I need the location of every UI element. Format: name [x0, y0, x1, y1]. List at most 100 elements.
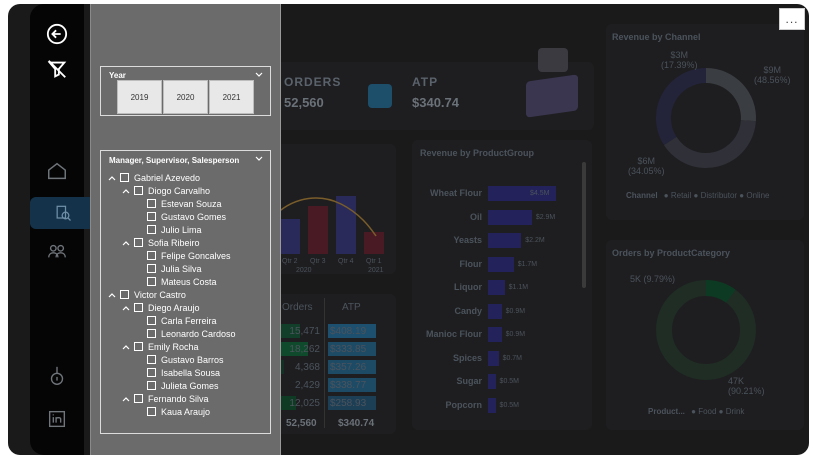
- checkbox[interactable]: [134, 394, 143, 403]
- checkbox[interactable]: [147, 407, 156, 416]
- checkbox[interactable]: [120, 173, 129, 182]
- checkbox[interactable]: [147, 264, 156, 273]
- tree-item[interactable]: Mateus Costa: [147, 275, 217, 288]
- tree-item[interactable]: Julieta Gomes: [147, 379, 219, 392]
- year-option-2019[interactable]: 2019: [117, 80, 162, 114]
- linkedin-icon: [48, 410, 66, 428]
- channel-label-distributor: $9M (48.56%): [754, 65, 791, 85]
- legend-item[interactable]: ● Online: [739, 191, 770, 200]
- table-total-atp: $340.74: [338, 418, 375, 429]
- tree-item[interactable]: Sofia Ribeiro: [121, 236, 200, 249]
- linkedin-button[interactable]: [30, 404, 84, 434]
- group-bar[interactable]: [488, 186, 556, 201]
- checkbox[interactable]: [134, 238, 143, 247]
- tree-item[interactable]: Kaua Araujo: [147, 405, 210, 418]
- checkbox[interactable]: [134, 303, 143, 312]
- table-cell-orders: 12,025: [289, 398, 320, 409]
- table-cell-atp: $408.19: [330, 326, 367, 337]
- tree-item[interactable]: Diego Araujo: [121, 301, 200, 314]
- tree-item[interactable]: Leonardo Cardoso: [147, 327, 236, 340]
- chevron-up-icon[interactable]: [121, 342, 131, 352]
- navigation-rail: [30, 4, 96, 455]
- channel-label-value: $3M: [670, 50, 689, 60]
- checkbox[interactable]: [120, 290, 129, 299]
- group-bar[interactable]: [488, 209, 532, 225]
- dashboard-background: ORDERS 52,560 ATP $340.74 Qtr 2 Qtr 3 Qt…: [275, 4, 809, 455]
- group-bar[interactable]: [488, 397, 496, 413]
- scrollbar[interactable]: [582, 162, 586, 288]
- table-total-orders: 52,560: [286, 418, 317, 429]
- checkbox[interactable]: [134, 186, 143, 195]
- tree-item[interactable]: Fernando Silva: [121, 392, 209, 405]
- group-bar[interactable]: [488, 303, 502, 319]
- checkbox[interactable]: [147, 251, 156, 260]
- tree-item-label: Gustavo Barros: [161, 354, 224, 365]
- checkbox[interactable]: [134, 342, 143, 351]
- quarter-chart-card: Qtr 2 Qtr 3 Qtr 4 Qtr 1 2020 2021: [275, 144, 396, 274]
- tree-item[interactable]: Julio Lima: [147, 223, 202, 236]
- checkbox[interactable]: [147, 355, 156, 364]
- legend-item[interactable]: ● Distributor: [693, 191, 738, 200]
- chevron-down-icon[interactable]: [254, 70, 264, 80]
- checkbox[interactable]: [147, 368, 156, 377]
- people-icon: [48, 244, 66, 258]
- table-cell-atp: $338.77: [330, 380, 367, 391]
- checkbox[interactable]: [147, 277, 156, 286]
- group-bar[interactable]: [488, 256, 514, 272]
- checkbox[interactable]: [147, 329, 156, 338]
- checkbox[interactable]: [147, 199, 156, 208]
- legend-item[interactable]: ● Drink: [718, 407, 745, 416]
- group-bar[interactable]: [488, 374, 496, 389]
- tree-item[interactable]: Gustavo Gomes: [147, 210, 226, 223]
- tree-item-label: Felipe Goncalves: [161, 250, 231, 261]
- people-page-button[interactable]: [30, 236, 84, 266]
- group-bar[interactable]: [488, 280, 505, 295]
- more-options-button[interactable]: ...: [779, 8, 805, 30]
- legend-label: Online: [746, 191, 770, 200]
- chevron-up-icon[interactable]: [121, 394, 131, 404]
- year-option-2020[interactable]: 2020: [163, 80, 208, 114]
- tree-item[interactable]: Felipe Goncalves: [147, 249, 231, 262]
- filter-panel: Year 2019 2020 2021 Manager, Supervisor,…: [90, 4, 281, 455]
- tree-item-label: Diogo Carvalho: [148, 185, 211, 196]
- home-button[interactable]: [30, 156, 84, 186]
- detail-page-button[interactable]: [30, 197, 96, 229]
- chevron-up-icon[interactable]: [121, 186, 131, 196]
- checkbox[interactable]: [147, 225, 156, 234]
- chevron-down-icon[interactable]: [254, 154, 264, 164]
- tree-item-label: Victor Castro: [134, 289, 186, 300]
- group-bar-label: Oil: [469, 211, 482, 222]
- category-label-pct: (9.79%): [643, 274, 676, 284]
- tree-item[interactable]: Carla Ferreira: [147, 314, 217, 327]
- tree-item[interactable]: Estevan Souza: [147, 197, 222, 210]
- channel-label-online: $6M (34.05%): [628, 156, 665, 176]
- group-bar[interactable]: [488, 350, 499, 366]
- tree-item[interactable]: Gabriel Azevedo: [107, 171, 200, 184]
- info-button[interactable]: [30, 361, 84, 391]
- tree-item[interactable]: Emily Rocha: [121, 340, 199, 353]
- tree-item[interactable]: Gustavo Barros: [147, 353, 224, 366]
- checkbox[interactable]: [147, 212, 156, 221]
- group-bar-value: $1.7M: [517, 260, 538, 268]
- group-bar[interactable]: [488, 327, 502, 342]
- legend-item[interactable]: ● Food: [691, 407, 717, 416]
- clear-filters-button[interactable]: [30, 54, 84, 84]
- tree-item-label: Estevan Souza: [161, 198, 222, 209]
- checkbox[interactable]: [147, 381, 156, 390]
- chevron-up-icon[interactable]: [107, 173, 117, 183]
- back-button[interactable]: [30, 19, 84, 49]
- group-bar-value: $0.7M: [502, 354, 523, 362]
- tree-item[interactable]: Victor Castro: [107, 288, 186, 301]
- tree-item[interactable]: Diogo Carvalho: [121, 184, 210, 197]
- tree-item[interactable]: Isabella Sousa: [147, 366, 220, 379]
- chevron-up-icon[interactable]: [121, 238, 131, 248]
- tree-item[interactable]: Julia Silva: [147, 262, 202, 275]
- chevron-up-icon[interactable]: [121, 303, 131, 313]
- group-bar[interactable]: [488, 233, 522, 248]
- tree-item-label: Diego Araujo: [148, 302, 200, 313]
- chevron-up-icon[interactable]: [107, 290, 117, 300]
- checkbox[interactable]: [147, 316, 156, 325]
- table-cell-orders: 2,429: [294, 380, 320, 391]
- legend-item[interactable]: ● Retail: [663, 191, 692, 200]
- year-option-2021[interactable]: 2021: [209, 80, 254, 114]
